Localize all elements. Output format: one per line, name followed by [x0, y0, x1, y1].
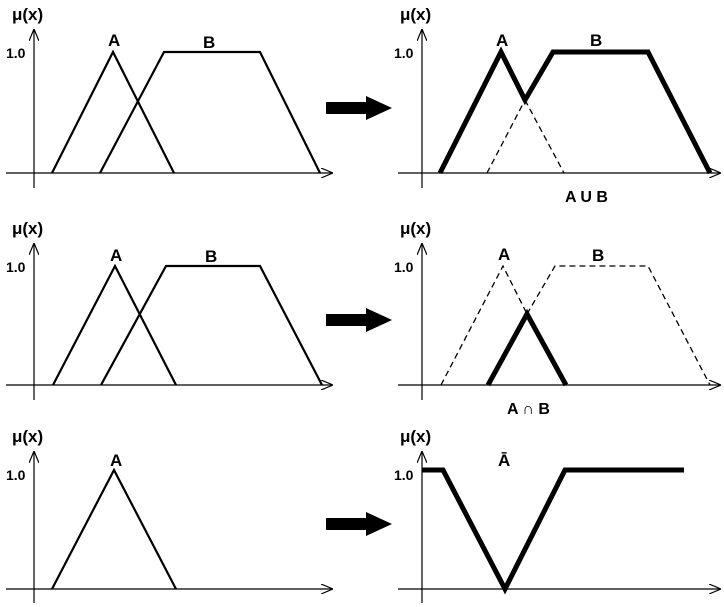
- union-result-panel: μ(x) 1.0 A B A U B: [394, 5, 720, 206]
- set-b-trapezoid: [99, 50, 321, 174]
- axis-label: μ(x): [400, 5, 431, 24]
- union-curve: [437, 46, 713, 175]
- tick-label: 1.0: [394, 259, 414, 275]
- tick-label: 1.0: [394, 45, 414, 61]
- tick-label: 1.0: [6, 467, 26, 483]
- set-b-label: B: [203, 33, 215, 52]
- axis-label: μ(x): [400, 427, 431, 446]
- complement-result-panel: μ(x) 1.0 Ā: [394, 427, 720, 603]
- complement-label: Ā: [498, 451, 510, 470]
- axis-label: μ(x): [12, 219, 43, 238]
- intersection-label: A ∩ B: [507, 401, 550, 418]
- set-a-dashed-segment: [524, 99, 565, 174]
- set-a-triangle: [52, 263, 177, 386]
- union-label: A U B: [565, 189, 608, 206]
- set-a-triangle: [51, 49, 175, 174]
- intersection-curve: [485, 308, 569, 387]
- right-arrow-icon: [326, 308, 392, 332]
- set-b-label: B: [592, 246, 604, 265]
- axis-label: μ(x): [12, 427, 43, 446]
- tick-label: 1.0: [6, 45, 26, 61]
- axis-label: μ(x): [400, 219, 431, 238]
- set-b-label: B: [205, 247, 217, 266]
- tick-label: 1.0: [6, 259, 26, 275]
- complement-input-panel: μ(x) 1.0 A: [6, 427, 332, 603]
- set-a-label: A: [110, 246, 122, 265]
- right-arrow-icon: [326, 96, 392, 120]
- right-arrow-icon: [326, 512, 392, 536]
- set-a-label: A: [498, 245, 510, 264]
- set-a-label: A: [496, 31, 508, 50]
- set-b-trapezoid: [100, 264, 323, 386]
- set-b-dashed-segment: [526, 265, 711, 386]
- set-a-triangle: [51, 467, 177, 590]
- set-a-label: A: [108, 31, 120, 50]
- intersection-result-panel: μ(x) 1.0 A B A ∩ B: [394, 219, 720, 418]
- tick-label: 1.0: [394, 467, 414, 483]
- union-input-panel: μ(x) 1.0 A B: [6, 5, 332, 188]
- set-b-dashed-segment: [486, 99, 526, 174]
- set-b-label: B: [590, 31, 602, 50]
- intersection-input-panel: μ(x) 1.0 A B: [6, 219, 332, 400]
- axis-label: μ(x): [12, 5, 43, 24]
- set-a-dashed-segment: [440, 264, 528, 386]
- complement-curve: [422, 467, 684, 595]
- set-a-label: A: [110, 451, 122, 470]
